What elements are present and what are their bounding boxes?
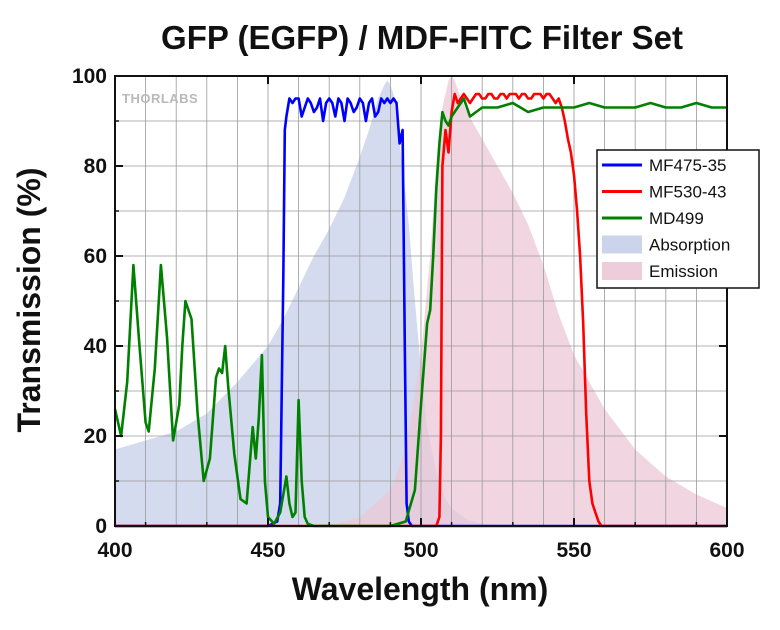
series-line-mf475-35 [115, 97, 727, 528]
y-axis-label: Transmission (%) [11, 168, 47, 433]
x-axis-label: Wavelength (nm) [292, 571, 549, 607]
legend: MF475-35 MF530-43 MD499 Absorption Emission [596, 149, 760, 289]
y-tick-label: 40 [84, 335, 107, 358]
y-tick-label: 60 [84, 245, 107, 268]
x-tick-label: 450 [250, 539, 285, 562]
x-tick-label: 500 [403, 539, 438, 562]
series-line-mf530-43 [115, 92, 727, 528]
legend-label-md499: MD499 [649, 209, 704, 228]
legend-label-emission: Emission [649, 262, 718, 281]
y-tick-label: 20 [84, 425, 107, 448]
y-tick-label: 100 [72, 65, 107, 88]
legend-label-mf475-35: MF475-35 [649, 156, 726, 175]
legend-swatch-absorption [602, 235, 642, 254]
legend-label-absorption: Absorption [649, 236, 730, 255]
x-tick-label: 400 [97, 539, 132, 562]
y-tick-label: 80 [84, 155, 107, 178]
legend-swatch-emission [602, 262, 642, 280]
legend-label-mf530-43: MF530-43 [649, 183, 726, 202]
series-line-md499 [113, 97, 727, 528]
x-tick-label: 550 [556, 539, 591, 562]
watermark-logo: THORLABS [122, 91, 198, 106]
chart-title: GFP (EGFP) / MDF-FITC Filter Set [161, 19, 683, 56]
y-tick-label: 0 [95, 515, 107, 538]
grid [115, 76, 727, 526]
plot-area: THORLABS 400 450 500 550 600 0 20 40 60 80 100 MF475… [72, 65, 760, 562]
x-tick-label: 600 [709, 539, 744, 562]
